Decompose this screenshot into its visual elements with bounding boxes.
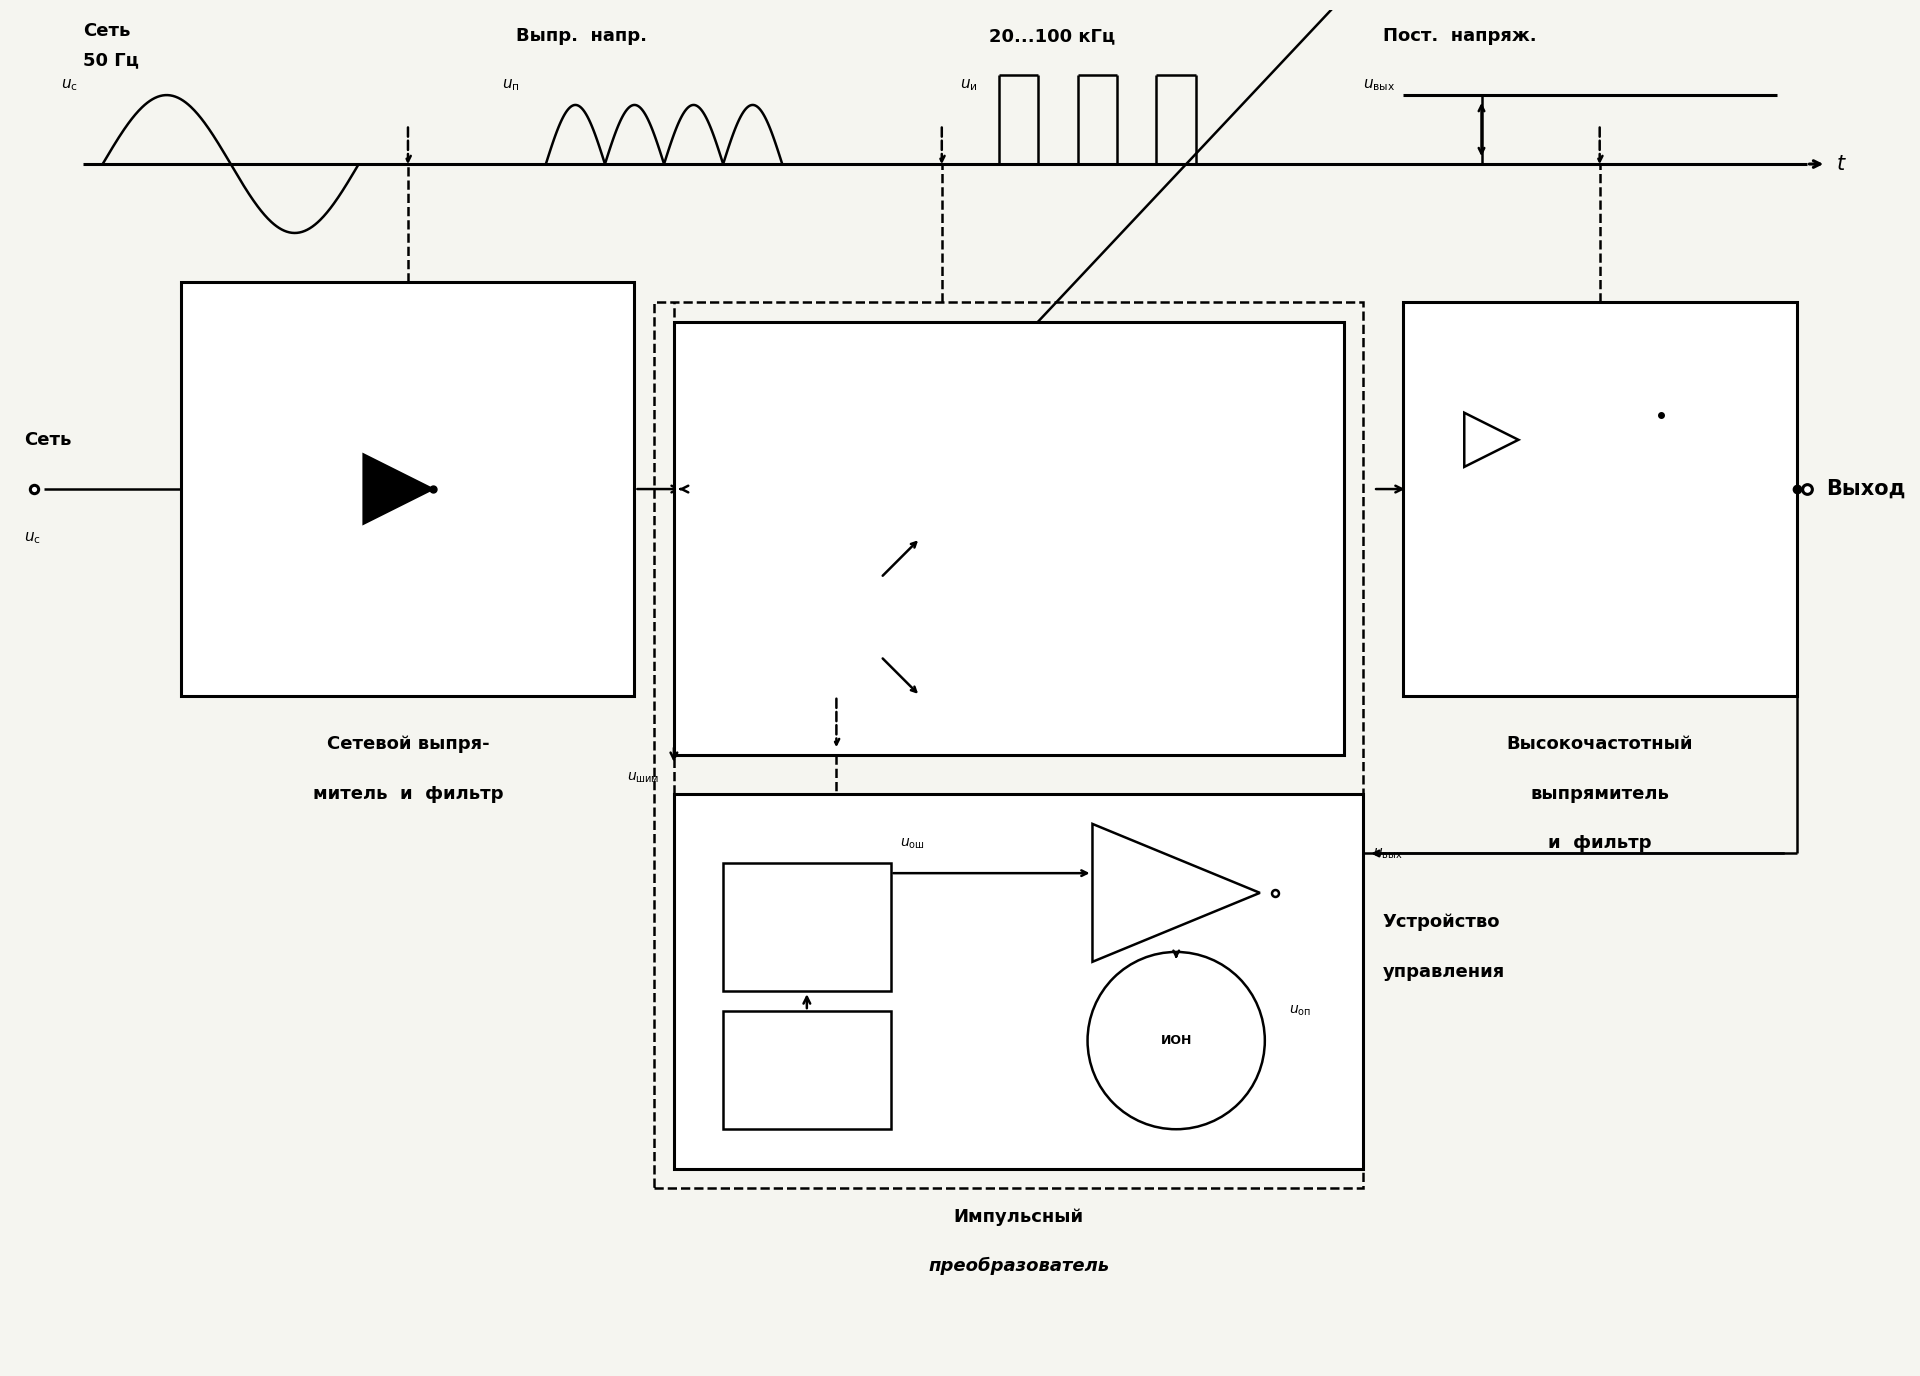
Text: $u_{\rm c}$: $u_{\rm c}$	[61, 77, 79, 94]
Text: преобразователь: преобразователь	[927, 1258, 1110, 1276]
Text: Сеть: Сеть	[23, 431, 71, 449]
Bar	[182, 282, 634, 696]
Text: Пост.  напряж.: Пост. напряж.	[1382, 28, 1536, 45]
Text: выпрямитель: выпрямитель	[1530, 784, 1668, 802]
Text: Сетевой выпря-: Сетевой выпря-	[326, 735, 490, 753]
Text: $u_{\rm п}$: $u_{\rm п}$	[501, 77, 518, 94]
Text: ШИМ: ШИМ	[783, 919, 829, 934]
Text: $u_{\rm вых}$: $u_{\rm вых}$	[1373, 846, 1404, 860]
Bar	[655, 301, 1363, 1189]
Text: частотный: частотный	[954, 843, 1064, 861]
Text: 20...100 кГц: 20...100 кГц	[989, 28, 1116, 45]
Bar	[724, 1011, 891, 1130]
Text: $t$: $t$	[1836, 154, 1847, 173]
Bar	[724, 863, 891, 991]
Text: Высокочастотный: Высокочастотный	[1507, 735, 1693, 753]
Polygon shape	[363, 454, 432, 523]
Text: Ген.: Ген.	[789, 1062, 826, 1077]
Text: инвертор: инвертор	[960, 893, 1058, 911]
Text: $u_{\rm c}$: $u_{\rm c}$	[23, 530, 40, 546]
Bar	[674, 794, 1363, 1168]
Text: митель  и  фильтр: митель и фильтр	[313, 784, 503, 802]
Text: $u_{\rm шим}$: $u_{\rm шим}$	[626, 771, 659, 784]
Text: Высоко-: Высоко-	[966, 794, 1050, 812]
Text: Выпр.  напр.: Выпр. напр.	[516, 28, 647, 45]
Polygon shape	[1465, 413, 1519, 466]
Text: Устройство: Устройство	[1382, 914, 1501, 932]
Text: $u_{\rm ош}$: $u_{\rm ош}$	[900, 837, 925, 850]
Text: $u_{\rm оп}$: $u_{\rm оп}$	[1290, 1004, 1311, 1018]
Text: и  фильтр: и фильтр	[1548, 834, 1651, 852]
Text: ИОН: ИОН	[1160, 1035, 1192, 1047]
Text: Импульсный: Импульсный	[954, 1208, 1083, 1226]
Text: 50 Гц: 50 Гц	[83, 52, 138, 70]
Polygon shape	[1092, 824, 1260, 962]
Text: Выход: Выход	[1826, 479, 1905, 499]
Text: Сеть: Сеть	[83, 22, 131, 40]
Bar	[1404, 301, 1797, 696]
Bar	[674, 322, 1344, 755]
Text: УСО: УСО	[1152, 877, 1181, 889]
Text: управления: управления	[1382, 963, 1505, 981]
Text: $u_{\rm и}$: $u_{\rm и}$	[960, 77, 977, 94]
Text: $u_{\rm вых}$: $u_{\rm вых}$	[1363, 77, 1396, 94]
